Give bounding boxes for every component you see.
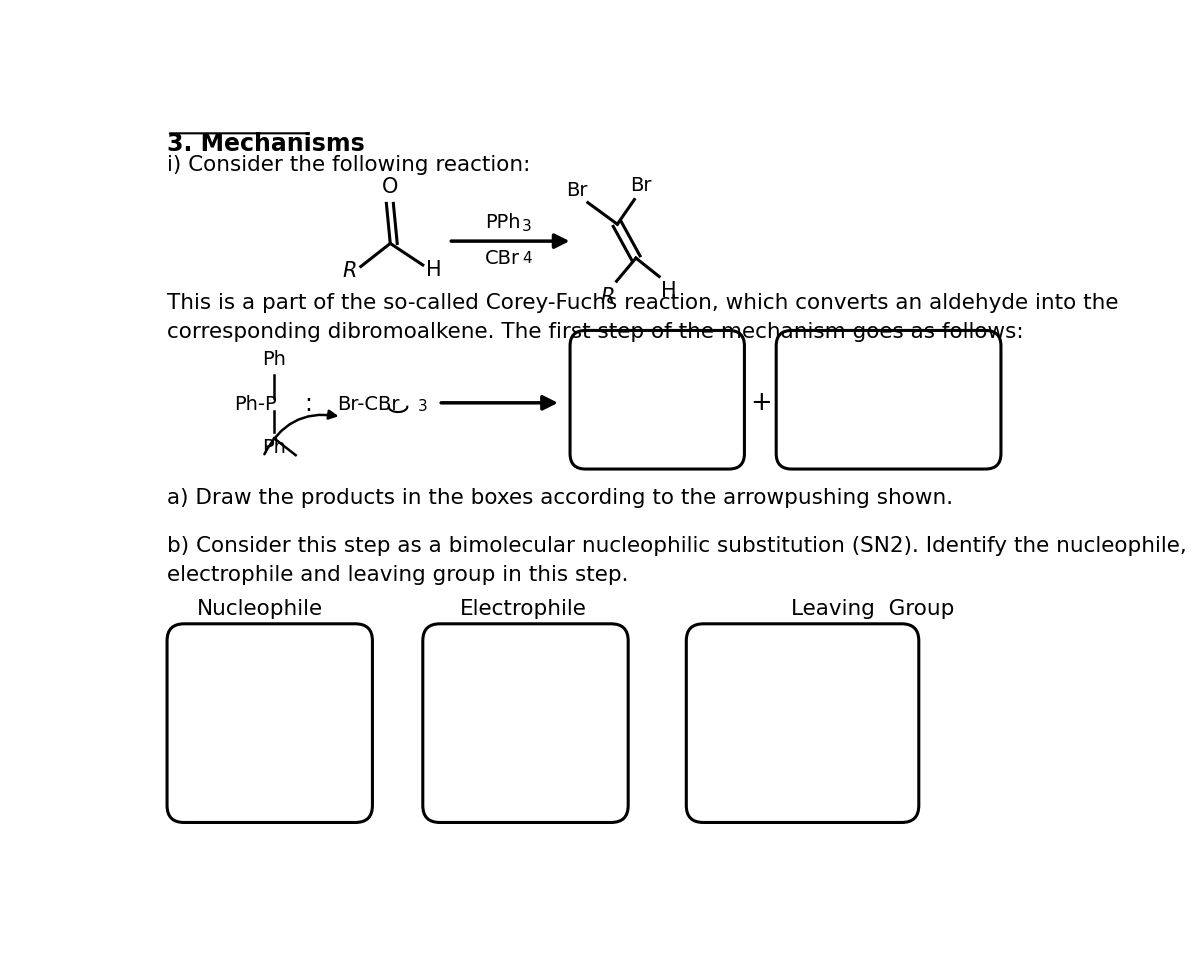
Text: Br: Br	[566, 181, 588, 200]
Text: Br-CBr: Br-CBr	[337, 395, 400, 413]
Text: b) Consider this step as a bimolecular nucleophilic substitution (SN2). Identify: b) Consider this step as a bimolecular n…	[167, 536, 1187, 556]
Text: Ph-P: Ph-P	[234, 395, 276, 413]
Text: 4: 4	[522, 251, 532, 266]
FancyBboxPatch shape	[422, 624, 628, 822]
Text: electrophile and leaving group in this step.: electrophile and leaving group in this s…	[167, 565, 629, 585]
Text: Nucleophile: Nucleophile	[197, 599, 323, 619]
Text: Electrophile: Electrophile	[460, 599, 587, 619]
Text: Br: Br	[630, 176, 652, 195]
Text: :: :	[305, 392, 312, 416]
Text: 3. Mechanisms: 3. Mechanisms	[167, 132, 365, 156]
Text: CBr: CBr	[485, 249, 520, 268]
FancyBboxPatch shape	[686, 624, 919, 822]
Text: 3: 3	[418, 399, 428, 414]
FancyBboxPatch shape	[776, 330, 1001, 469]
Text: R: R	[343, 261, 358, 281]
Text: R: R	[601, 287, 616, 307]
Text: a) Draw the products in the boxes according to the arrowpushing shown.: a) Draw the products in the boxes accord…	[167, 487, 953, 507]
Text: Leaving  Group: Leaving Group	[791, 599, 954, 619]
Text: O: O	[382, 177, 398, 197]
FancyBboxPatch shape	[167, 624, 372, 822]
Text: Ph: Ph	[262, 350, 286, 369]
Text: This is a part of the so-called Corey-Fuchs reaction, which converts an aldehyde: This is a part of the so-called Corey-Fu…	[167, 294, 1118, 314]
Text: +: +	[750, 389, 772, 416]
Text: Ph: Ph	[262, 438, 286, 457]
Text: H: H	[661, 281, 677, 301]
Text: H: H	[426, 259, 442, 279]
Text: 3: 3	[522, 219, 532, 234]
Text: i) Consider the following reaction:: i) Consider the following reaction:	[167, 155, 530, 175]
Text: corresponding dibromoalkene. The first step of the mechanism goes as follows:: corresponding dibromoalkene. The first s…	[167, 322, 1024, 342]
Text: PPh: PPh	[485, 212, 521, 232]
FancyBboxPatch shape	[570, 330, 744, 469]
